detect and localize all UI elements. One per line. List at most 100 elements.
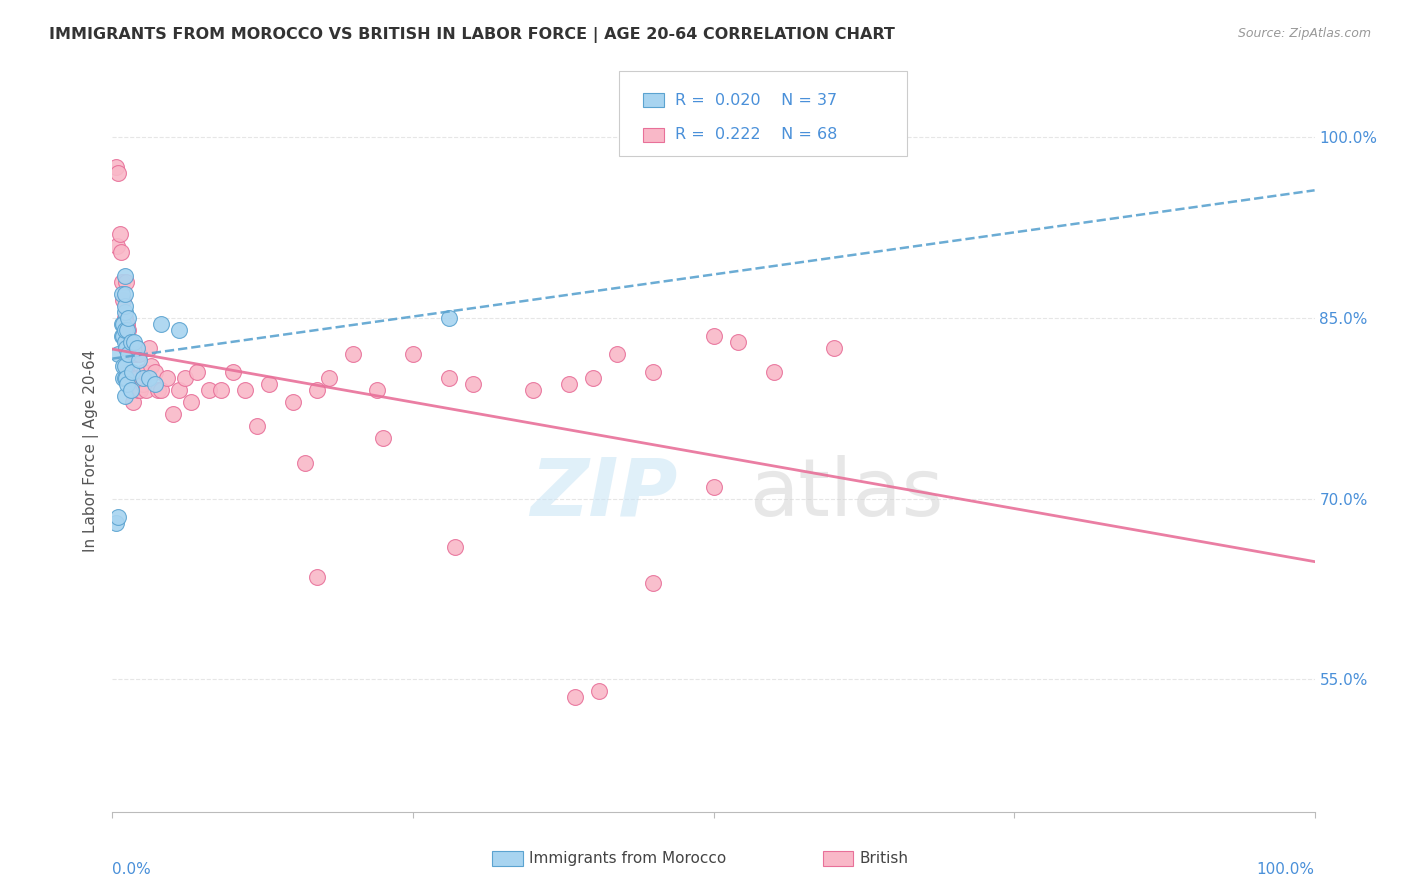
Point [762, 365, 785, 379]
Point [138, 371, 160, 385]
Point [318, 371, 340, 385]
Text: Source: ZipAtlas.com: Source: ZipAtlas.com [1237, 27, 1371, 40]
Point [112, 371, 135, 385]
Point [128, 347, 150, 361]
Point [143, 377, 166, 392]
Text: 0.0%: 0.0% [112, 863, 152, 878]
Point [114, 371, 136, 385]
Point [128, 353, 150, 368]
Point [125, 371, 148, 385]
Point [114, 286, 136, 301]
Text: IMMIGRANTS FROM MOROCCO VS BRITISH IN LABOR FORCE | AGE 20-64 CORRELATION CHART: IMMIGRANTS FROM MOROCCO VS BRITISH IN LA… [49, 27, 896, 43]
Point [149, 384, 172, 398]
Point [139, 359, 162, 373]
Point [138, 341, 160, 355]
Point [281, 395, 304, 409]
Point [437, 371, 460, 385]
Point [294, 455, 316, 469]
Point [135, 384, 157, 398]
Point [125, 341, 148, 355]
Point [120, 371, 142, 385]
Point [606, 347, 628, 361]
Point [305, 384, 328, 398]
Point [131, 371, 153, 385]
Point [366, 384, 388, 398]
Text: 100.0%: 100.0% [1257, 863, 1315, 878]
Point [111, 329, 134, 343]
Point [105, 161, 128, 175]
Point [155, 371, 177, 385]
Text: R =  0.020    N = 37: R = 0.020 N = 37 [675, 93, 837, 108]
Point [114, 268, 136, 283]
Point [305, 570, 328, 584]
Point [727, 334, 749, 349]
Y-axis label: In Labor Force | Age 20-64: In Labor Force | Age 20-64 [83, 350, 98, 551]
Point [582, 371, 605, 385]
Point [233, 384, 256, 398]
Point [437, 310, 460, 325]
Point [129, 384, 152, 398]
Point [246, 419, 269, 434]
Point [111, 286, 134, 301]
Point [108, 227, 131, 241]
Point [703, 329, 725, 343]
Point [115, 317, 138, 331]
Point [114, 299, 136, 313]
Point [197, 384, 219, 398]
Point [463, 377, 485, 392]
Text: Immigrants from Morocco: Immigrants from Morocco [529, 851, 725, 865]
Point [146, 384, 169, 398]
Point [112, 359, 135, 373]
Point [402, 347, 425, 361]
Point [120, 347, 142, 361]
Point [127, 384, 149, 398]
Point [111, 275, 134, 289]
Point [371, 432, 394, 446]
Point [121, 371, 143, 385]
Point [588, 684, 610, 698]
Point [112, 329, 135, 343]
Point [114, 329, 136, 343]
Point [564, 690, 586, 705]
Point [122, 334, 145, 349]
Point [114, 389, 136, 403]
Point [444, 540, 467, 554]
Point [115, 377, 138, 392]
Point [132, 365, 155, 379]
Point [643, 576, 665, 591]
Point [117, 323, 139, 337]
Point [149, 317, 172, 331]
Point [121, 365, 143, 379]
Point [643, 365, 665, 379]
Point [112, 293, 135, 307]
Point [105, 516, 128, 530]
Point [115, 323, 138, 337]
Point [143, 365, 166, 379]
Point [122, 371, 145, 385]
Point [115, 365, 138, 379]
Point [162, 407, 184, 421]
Point [222, 365, 245, 379]
Text: ZIP: ZIP [530, 455, 678, 533]
Point [257, 377, 280, 392]
Point [114, 305, 136, 319]
Point [186, 365, 208, 379]
Point [114, 275, 136, 289]
Point [167, 384, 190, 398]
Point [110, 244, 132, 259]
Point [107, 166, 129, 180]
Point [114, 341, 136, 355]
Point [167, 323, 190, 337]
Text: R =  0.222    N = 68: R = 0.222 N = 68 [675, 128, 837, 143]
Point [342, 347, 364, 361]
Point [117, 347, 139, 361]
Point [114, 323, 136, 337]
Point [114, 334, 136, 349]
Point [114, 359, 136, 373]
Point [120, 334, 142, 349]
Point [703, 480, 725, 494]
Point [107, 509, 129, 524]
Point [112, 317, 135, 331]
Point [173, 371, 195, 385]
Point [111, 317, 134, 331]
